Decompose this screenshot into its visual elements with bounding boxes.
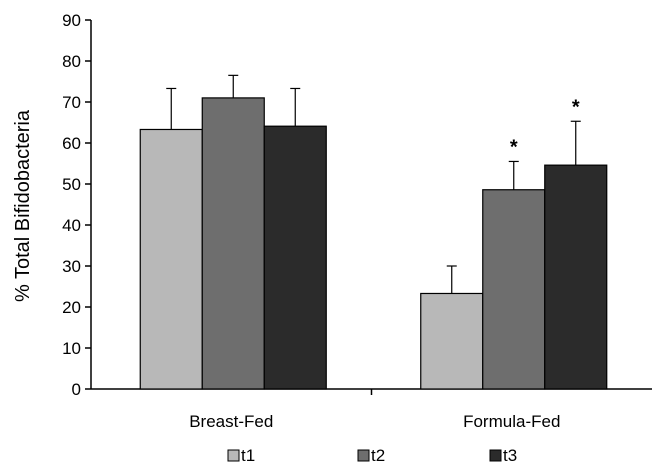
y-tick-label: 50 [62, 175, 81, 194]
y-tick-label: 90 [62, 11, 81, 30]
y-axis-label: % Total Bifidobacteria [12, 109, 34, 302]
y-tick-label: 0 [72, 380, 81, 399]
y-tick-label: 10 [62, 339, 81, 358]
legend-label-t3: t3 [503, 446, 517, 465]
bar-t3-formula-fed [544, 164, 608, 390]
legend-swatch-t1 [227, 449, 240, 462]
x-category-label: Breast-Fed [189, 412, 273, 431]
legend-swatch-t3 [489, 449, 502, 462]
significance-marker: * [572, 96, 580, 118]
legend-swatch-t2 [357, 449, 370, 462]
x-category-label: Formula-Fed [463, 412, 560, 431]
y-tick-label: 40 [62, 216, 81, 235]
y-tick-label: 70 [62, 93, 81, 112]
plot-area: 0 10 20 30 40 50 60 70 80 90 Breast-Fed Formula-Fed… [62, 11, 652, 431]
bar-t2-formula-fed [482, 189, 546, 390]
legend-label-t1: t1 [241, 446, 255, 465]
legend-label-t2: t2 [371, 446, 385, 465]
y-tick-label: 30 [62, 257, 81, 276]
y-tick-label: 60 [62, 134, 81, 153]
bar-t2-breast-fed [201, 97, 265, 390]
bar-t3-breast-fed [263, 125, 327, 390]
bar-t1-formula-fed [420, 292, 484, 390]
significance-marker: * [510, 136, 518, 158]
y-tick-label: 20 [62, 298, 81, 317]
bar-t1-breast-fed [139, 128, 203, 390]
y-tick-label: 80 [62, 52, 81, 71]
legend: t1 t2 t3 [227, 446, 517, 465]
